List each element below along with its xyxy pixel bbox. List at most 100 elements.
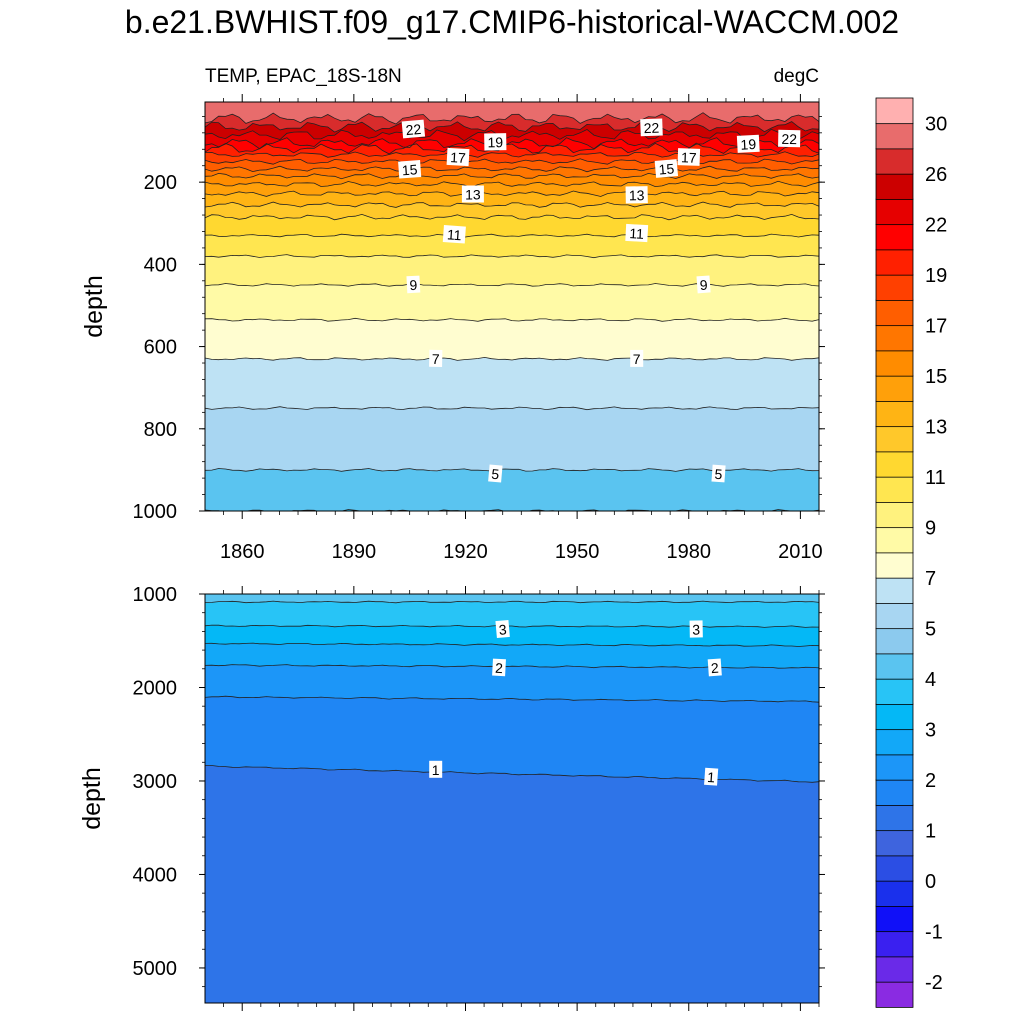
contour-line [205,190,819,197]
contour-label-box [484,133,507,151]
contour-line [205,509,819,511]
contour-label: 13 [461,185,484,203]
contour-label: 3 [495,619,510,639]
colorbar-box [875,400,914,428]
colorbar-box [875,627,914,655]
contour-label: 19 [484,133,507,151]
panel-frame [204,101,820,512]
contour-label-text: 22 [643,120,659,137]
colorbar-box [875,451,914,478]
colorbar-box [875,249,914,276]
contour-label-text: 17 [450,149,467,166]
y-tick-label: 4000 [133,864,178,886]
colorbar-box [875,855,914,882]
colorbar-box [875,274,914,301]
colorbar-box [875,375,914,402]
x-tick-label: 1860 [220,541,265,563]
contour-label-box [625,186,648,204]
contour-label-box [654,159,679,178]
contour-band [205,468,819,511]
contour-label-box [401,119,426,139]
panel-frame [204,593,820,1004]
colorbar-label: 19 [925,265,947,287]
panel-upper [205,102,819,511]
contour-label-box [625,223,649,243]
colorbar-box [875,324,914,352]
contour-label-text: 19 [487,134,503,150]
colorbar-box [875,930,914,958]
contour-line [205,283,819,287]
colorbar-box [875,602,914,630]
contour-label-box [704,767,719,786]
colorbar-label: 5 [925,618,936,640]
colorbar-label: 0 [925,871,936,893]
colorbar-box [875,173,914,200]
contour-label-text: 9 [699,277,708,294]
colorbar-label: 26 [925,164,947,186]
contour-line [205,356,819,361]
colorbar-label: 7 [925,568,936,590]
y-tick-label: 2000 [133,677,178,699]
x-tick-label: 1920 [443,541,488,563]
contour-label: 11 [442,225,466,244]
colorbar-box [875,122,914,150]
contour-label-box [429,760,443,778]
contour-line [205,121,819,133]
contour-line [205,142,819,155]
colorbar-label: 22 [925,214,947,236]
contour-label-text: 11 [629,225,645,242]
x-tick-label: 1890 [332,541,377,563]
colorbar-box [875,653,914,680]
y-tick-label: 200 [144,172,177,194]
colorbar-box [875,703,914,731]
variable-region-label: TEMP, EPAC_18S-18N [205,66,402,87]
y-tick-label: 400 [144,254,177,276]
contour-label-text: 5 [714,466,723,483]
contour-label-box [461,185,484,203]
colorbar-box [875,350,914,377]
contour-label-box [446,147,470,167]
colorbar-box [875,678,914,705]
contour-label: 3 [689,620,703,638]
contour-label-box [488,464,503,483]
colorbar-label: 4 [925,669,936,691]
colorbar-label: 15 [925,366,947,388]
y-tick-label: 600 [144,337,177,359]
contour-label: 11 [625,223,649,243]
y-axis-label: depth [80,275,108,338]
contour-line [205,172,819,180]
colorbar-box [875,148,914,175]
contour-label-box [689,620,703,638]
contour-label: 22 [640,118,663,137]
contour-line [205,165,819,173]
contour-label-box [711,464,726,483]
contour-label: 5 [488,464,503,483]
contour-band [205,765,819,1003]
contour-label: 2 [707,658,722,677]
contour-line [205,112,819,125]
contour-line [205,254,819,259]
contour-label-box [778,129,801,148]
colorbar-box [875,223,914,251]
colorbar-box [875,526,914,554]
y-tick-label: 800 [144,419,177,441]
colorbar-box [875,299,914,327]
colorbar-box [875,829,914,857]
colorbar-label: 13 [925,416,947,438]
colorbar-label: 2 [925,770,936,792]
contour-label-text: 15 [401,161,418,178]
y-axis-label: depth [78,767,106,830]
contour-label-box [429,349,443,368]
contour-label-text: 5 [491,466,500,483]
colorbar: -2 -1 0 1 2 3 4 5 7 9 11 13 15 17 19 22 26 30 [875,97,947,1008]
contour-line [205,180,819,188]
colorbar-box [875,880,914,907]
contour-line [205,406,819,411]
contour-label: 17 [677,148,701,166]
y-tick-label: 1000 [133,584,178,606]
colorbar-label: 3 [925,719,936,741]
colorbar-label: -1 [925,921,943,943]
contour-label: 1 [429,760,443,778]
contour-label: 13 [625,186,648,204]
